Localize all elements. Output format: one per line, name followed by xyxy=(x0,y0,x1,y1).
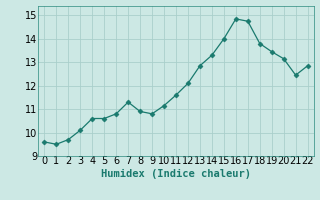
X-axis label: Humidex (Indice chaleur): Humidex (Indice chaleur) xyxy=(101,169,251,179)
